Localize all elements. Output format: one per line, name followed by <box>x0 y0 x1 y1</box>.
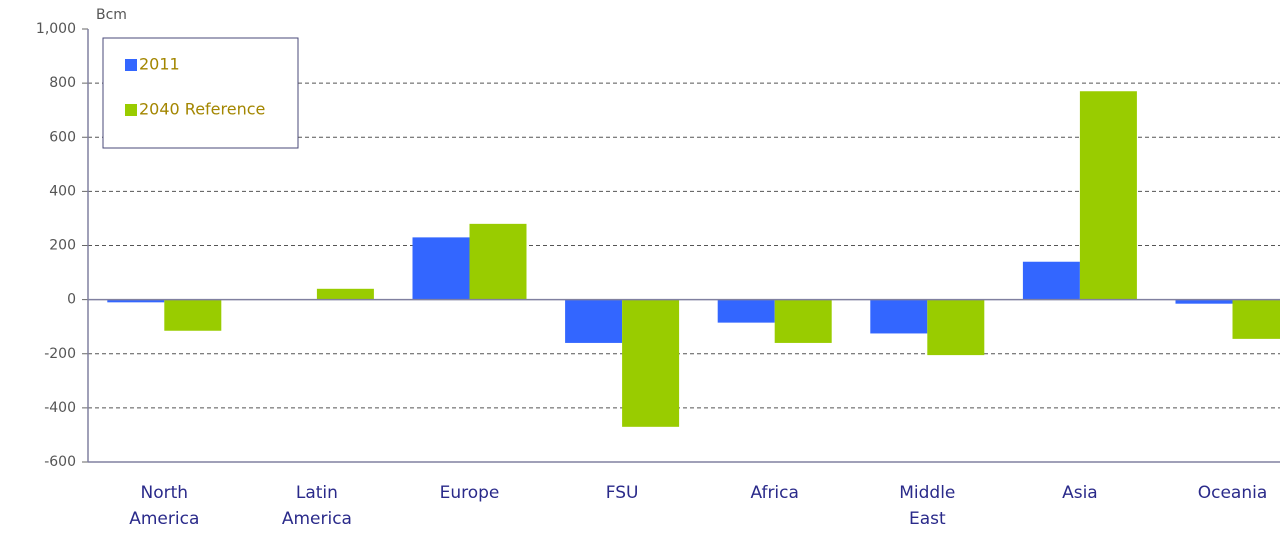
bar <box>717 299 775 323</box>
x-tick-label: Africa <box>750 483 799 503</box>
x-tick-label: Middle East <box>899 483 955 529</box>
legend: 2011 2040 Reference <box>102 37 299 149</box>
y-tick-label: 200 <box>49 238 76 254</box>
y-tick-label: 800 <box>49 75 76 91</box>
x-tick-label: Latin America <box>282 483 352 529</box>
bar <box>774 299 832 343</box>
y-tick-label: -400 <box>44 400 76 416</box>
legend-box <box>102 37 299 149</box>
bar <box>316 288 374 300</box>
bar <box>870 299 928 334</box>
y-tick-label: -200 <box>44 346 76 362</box>
y-tick-label: 1,000 <box>36 21 76 37</box>
bar <box>1175 299 1233 304</box>
y-tick-label: -600 <box>44 454 76 470</box>
bar <box>164 299 222 331</box>
bar <box>565 299 623 343</box>
bar <box>412 237 470 300</box>
y-tick-label: 0 <box>67 292 76 308</box>
legend-label: 2011 <box>139 55 180 74</box>
bar <box>107 299 165 303</box>
bar <box>1022 261 1080 300</box>
x-tick-label: Europe <box>440 483 500 503</box>
bar <box>469 223 527 300</box>
bar <box>1079 91 1137 300</box>
x-tick-label: North America <box>129 483 199 529</box>
unit-label: Bcm <box>96 7 127 23</box>
legend-label: 2040 Reference <box>139 100 265 119</box>
x-tick-label: Asia <box>1062 483 1098 503</box>
x-tick-label: Oceania <box>1198 483 1268 503</box>
y-tick-label: 400 <box>49 183 76 199</box>
legend-swatch <box>125 104 137 116</box>
bar <box>927 299 985 356</box>
x-tick-label: FSU <box>606 483 639 503</box>
y-tick-label: 600 <box>49 129 76 145</box>
bar <box>622 299 680 427</box>
bar <box>1232 299 1280 339</box>
legend-swatch <box>125 59 137 71</box>
